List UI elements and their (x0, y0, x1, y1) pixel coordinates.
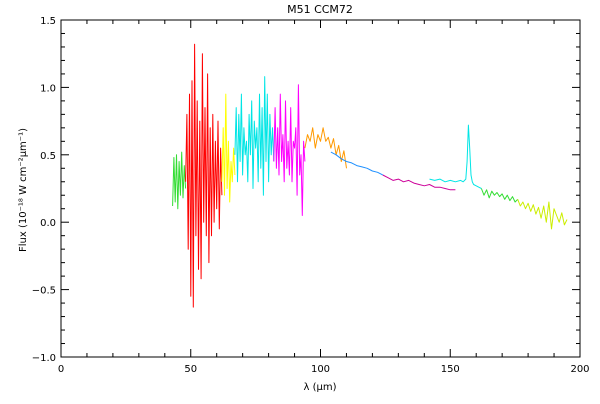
series-line-1 (172, 151, 187, 210)
chart-title: M51 CCM72 (287, 3, 353, 16)
axes: 0 50 100 150 200 −1.0 −0.5 0.0 0.5 1.0 1.5 (32, 16, 590, 375)
series-line-10 (480, 188, 519, 203)
series-line-5 (273, 84, 306, 216)
x-tick-label: 200 (570, 364, 589, 375)
series-line-8 (382, 174, 456, 191)
x-axis-title: λ (μm) (303, 382, 336, 393)
series-line-4 (234, 76, 275, 196)
y-tick-label: 1.0 (40, 83, 56, 94)
y-tick-label: −1.0 (32, 353, 56, 364)
x-tick-label: 50 (184, 364, 197, 375)
x-tick-label: 0 (58, 364, 64, 375)
series-line-7 (330, 151, 384, 176)
plot-area (172, 43, 568, 308)
y-tick-label: 1.5 (40, 16, 56, 27)
series-line-11 (517, 199, 568, 230)
plot-frame (60, 19, 581, 358)
y-axis-title: Flux (10⁻¹⁸ W cm⁻²μm⁻¹) (18, 128, 29, 252)
y-tick-label: −0.5 (32, 286, 56, 297)
series-line-3 (221, 93, 236, 203)
x-tick-label: 150 (441, 364, 460, 375)
x-tick-label: 100 (311, 364, 330, 375)
series-line-6 (304, 127, 347, 169)
y-tick-label: 0.0 (40, 218, 56, 229)
y-tick-label: 0.5 (40, 151, 56, 162)
series-line-9 (429, 124, 482, 189)
series-line-2 (185, 43, 223, 308)
